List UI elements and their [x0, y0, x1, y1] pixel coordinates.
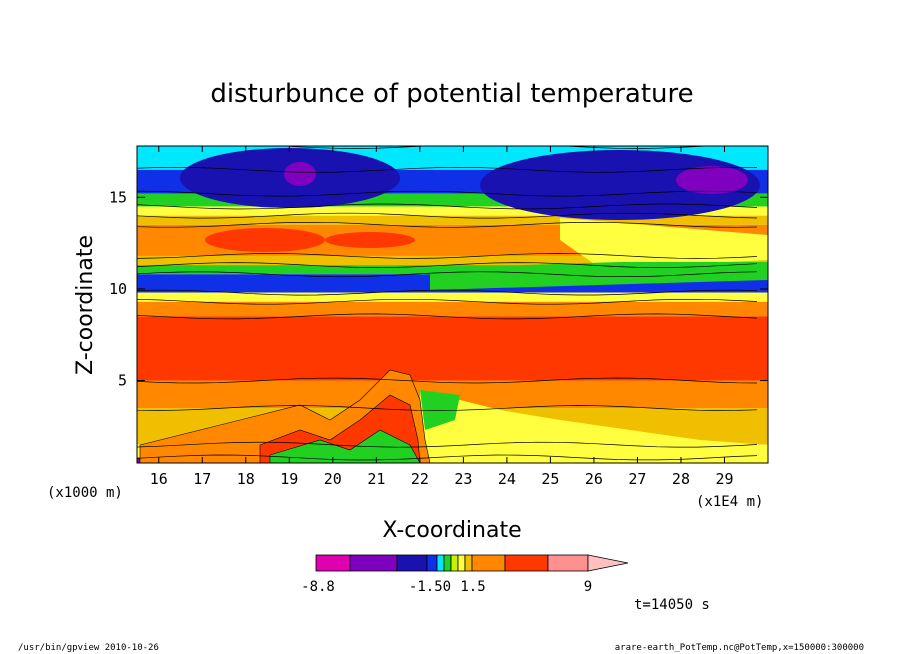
colorbar-seg-8 [464, 554, 473, 572]
y-tick-label-5: 5 [118, 372, 127, 390]
upper-right-blue-blob [480, 150, 760, 220]
plot-frame [136, 145, 769, 464]
x-tick-label-20: 20 [324, 470, 342, 488]
x-tick-label-26: 26 [585, 470, 603, 488]
colorbar-label-max: 9 [584, 579, 592, 595]
band-3 [137, 206, 768, 216]
colorbar-seg-7 [457, 554, 466, 572]
band-11 [137, 316, 768, 381]
band-10 [137, 301, 768, 317]
x-axis-label: X-coordinate [382, 518, 521, 543]
x-tick-label-29: 29 [715, 470, 733, 488]
upper-red-blob-2 [325, 232, 415, 248]
contour-line-3 [137, 203, 758, 210]
x-tick-label-27: 27 [628, 470, 646, 488]
colorbar-seg-0 [315, 554, 351, 572]
footer-left: /usr/bin/gpview 2010-10-26 [18, 643, 159, 653]
colorbar-label-pos: 1.5 [460, 579, 485, 595]
x-tick-label-23: 23 [454, 470, 472, 488]
band-4 [137, 215, 768, 225]
plot-area [137, 146, 768, 463]
colorbar-seg-4 [436, 554, 445, 572]
contour-line-6 [137, 253, 758, 259]
contour-line-0 [137, 146, 713, 149]
footer-right: arare-earth_PotTemp.nc@PotTemp,x=150000:… [615, 643, 864, 653]
x-tick-label-16: 16 [150, 470, 168, 488]
colorbar-seg-6 [450, 554, 459, 572]
x-tick-label-19: 19 [280, 470, 298, 488]
contour-line-11 [137, 313, 758, 320]
x-tick-label-25: 25 [541, 470, 559, 488]
colorbar-seg-9 [471, 554, 506, 572]
contour-line-8 [137, 271, 758, 278]
x-tick-label-28: 28 [672, 470, 690, 488]
y-tick-label-10: 10 [109, 280, 127, 298]
contour-line-4 [137, 212, 758, 219]
colorbar-arrow [587, 554, 629, 572]
upper-right-purple-blob [676, 166, 748, 194]
lower-green-region [420, 390, 460, 430]
colorbar-seg-2 [396, 554, 428, 572]
colorbar-label-min: -8.8 [301, 579, 335, 595]
upper-left-purple-blob [284, 162, 316, 186]
colorbar-seg-1 [349, 554, 398, 572]
colorbar-seg-3 [426, 554, 438, 572]
right-green-region [430, 262, 768, 290]
contour-line-9 [137, 289, 758, 296]
contour-line-15 [137, 454, 758, 461]
colorbar [315, 554, 629, 572]
x-tick-label-17: 17 [193, 470, 211, 488]
contour-line-14 [137, 441, 758, 448]
x-tick-label-22: 22 [411, 470, 429, 488]
contour-line-10 [137, 298, 758, 305]
y-tick-label-15: 15 [109, 188, 127, 206]
x-tick-label-18: 18 [237, 470, 255, 488]
x-tick-label-21: 21 [367, 470, 385, 488]
lower-yellow-region [420, 390, 768, 463]
y-axis-label: Z-coordinate [73, 235, 98, 375]
chart-title: disturbunce of potential temperature [210, 79, 693, 109]
x-unit-left: (x1000 m) [47, 485, 123, 501]
colorbar-seg-5 [443, 554, 452, 572]
upper-red-blob [205, 228, 325, 252]
colorbar-label-neg: -1.50 [409, 579, 451, 595]
contour-line-2 [137, 190, 758, 197]
x-unit-right: (x1E4 m) [696, 494, 763, 510]
band-9 [137, 292, 768, 302]
mountain-base-green [269, 429, 421, 463]
contour-line-13 [137, 405, 758, 411]
colorbar-seg-10 [504, 554, 549, 572]
x-tick-label-24: 24 [498, 470, 516, 488]
contour-line-7 [137, 262, 758, 268]
colorbar-seg-11 [547, 554, 589, 572]
contour-line-12 [137, 377, 758, 384]
contour-line-1 [137, 166, 758, 173]
time-label: t=14050 s [634, 597, 710, 613]
band-6 [137, 255, 768, 266]
contour-line-5 [137, 221, 758, 228]
